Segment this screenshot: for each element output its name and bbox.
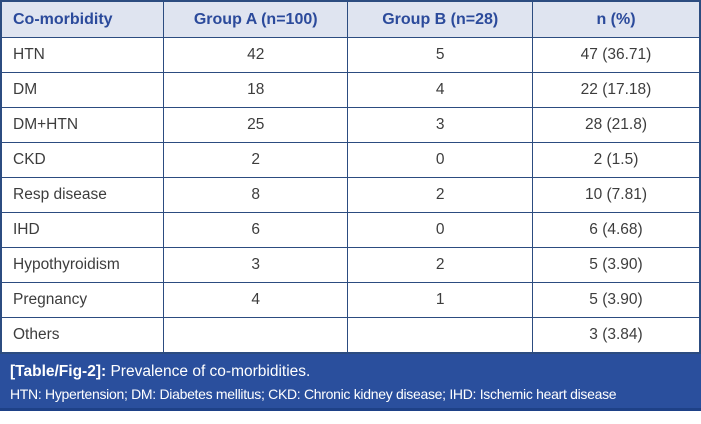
cell-comorbidity: HTN <box>0 37 164 73</box>
cell-group-b: 4 <box>347 72 533 108</box>
col-header-comorbidity: Co-morbidity <box>0 0 164 38</box>
cell-n-pct: 5 (3.90) <box>531 247 701 283</box>
col-header-group-b: Group B (n=28) <box>347 0 533 38</box>
table-row: DM+HTN 25 3 28 (21.8) <box>0 107 701 143</box>
cell-group-b: 2 <box>347 247 533 283</box>
cell-group-b: 5 <box>347 37 533 73</box>
caption-title-line: [Table/Fig-2]: Prevalence of co-morbidit… <box>10 360 691 384</box>
comorbidity-table: Co-morbidity Group A (n=100) Group B (n=… <box>0 0 701 354</box>
table-row: Pregnancy 4 1 5 (3.90) <box>0 282 701 318</box>
table-header: Co-morbidity Group A (n=100) Group B (n=… <box>0 0 701 38</box>
cell-n-pct: 6 (4.68) <box>531 212 701 248</box>
cell-comorbidity: Resp disease <box>0 177 164 213</box>
cell-comorbidity: Hypothyroidism <box>0 247 164 283</box>
col-header-n-pct: n (%) <box>531 0 701 38</box>
table-row: HTN 42 5 47 (36.71) <box>0 37 701 73</box>
cell-n-pct: 10 (7.81) <box>531 177 701 213</box>
table-row: Resp disease 8 2 10 (7.81) <box>0 177 701 213</box>
caption-title: Prevalence of co-morbidities. <box>110 363 311 380</box>
table-row: Hypothyroidism 3 2 5 (3.90) <box>0 247 701 283</box>
cell-group-a: 3 <box>162 247 349 283</box>
table-row: CKD 2 0 2 (1.5) <box>0 142 701 178</box>
cell-n-pct: 2 (1.5) <box>531 142 701 178</box>
cell-group-b: 2 <box>347 177 533 213</box>
cell-comorbidity: DM <box>0 72 164 108</box>
table-body: HTN 42 5 47 (36.71) DM 18 4 22 (17.18) D… <box>0 37 701 354</box>
table-row: DM 18 4 22 (17.18) <box>0 72 701 108</box>
cell-group-a: 4 <box>162 282 349 318</box>
cell-comorbidity: DM+HTN <box>0 107 164 143</box>
cell-group-a: 42 <box>162 37 349 73</box>
cell-group-a: 25 <box>162 107 349 143</box>
cell-comorbidity: Pregnancy <box>0 282 164 318</box>
cell-n-pct: 5 (3.90) <box>531 282 701 318</box>
cell-group-b: 0 <box>347 212 533 248</box>
cell-group-a: 18 <box>162 72 349 108</box>
col-header-group-a: Group A (n=100) <box>162 0 349 38</box>
cell-n-pct: 3 (3.84) <box>531 317 701 354</box>
cell-n-pct: 47 (36.71) <box>531 37 701 73</box>
cell-n-pct: 22 (17.18) <box>531 72 701 108</box>
header-row: Co-morbidity Group A (n=100) Group B (n=… <box>0 0 701 38</box>
cell-group-b: 0 <box>347 142 533 178</box>
cell-group-a: 6 <box>162 212 349 248</box>
cell-group-b: 3 <box>347 107 533 143</box>
cell-group-a <box>162 317 349 354</box>
table-row: Others 3 (3.84) <box>0 317 701 354</box>
cell-comorbidity: Others <box>0 317 164 354</box>
table-row: IHD 6 0 6 (4.68) <box>0 212 701 248</box>
cell-comorbidity: CKD <box>0 142 164 178</box>
caption-footnote: HTN: Hypertension; DM: Diabetes mellitus… <box>10 386 617 403</box>
caption-tag: [Table/Fig-2]: <box>10 363 107 380</box>
table-caption: [Table/Fig-2]: Prevalence of co-morbidit… <box>0 354 701 411</box>
cell-n-pct: 28 (21.8) <box>531 107 701 143</box>
cell-group-b: 1 <box>347 282 533 318</box>
cell-group-b <box>347 317 533 354</box>
cell-group-a: 2 <box>162 142 349 178</box>
cell-comorbidity: IHD <box>0 212 164 248</box>
cell-group-a: 8 <box>162 177 349 213</box>
